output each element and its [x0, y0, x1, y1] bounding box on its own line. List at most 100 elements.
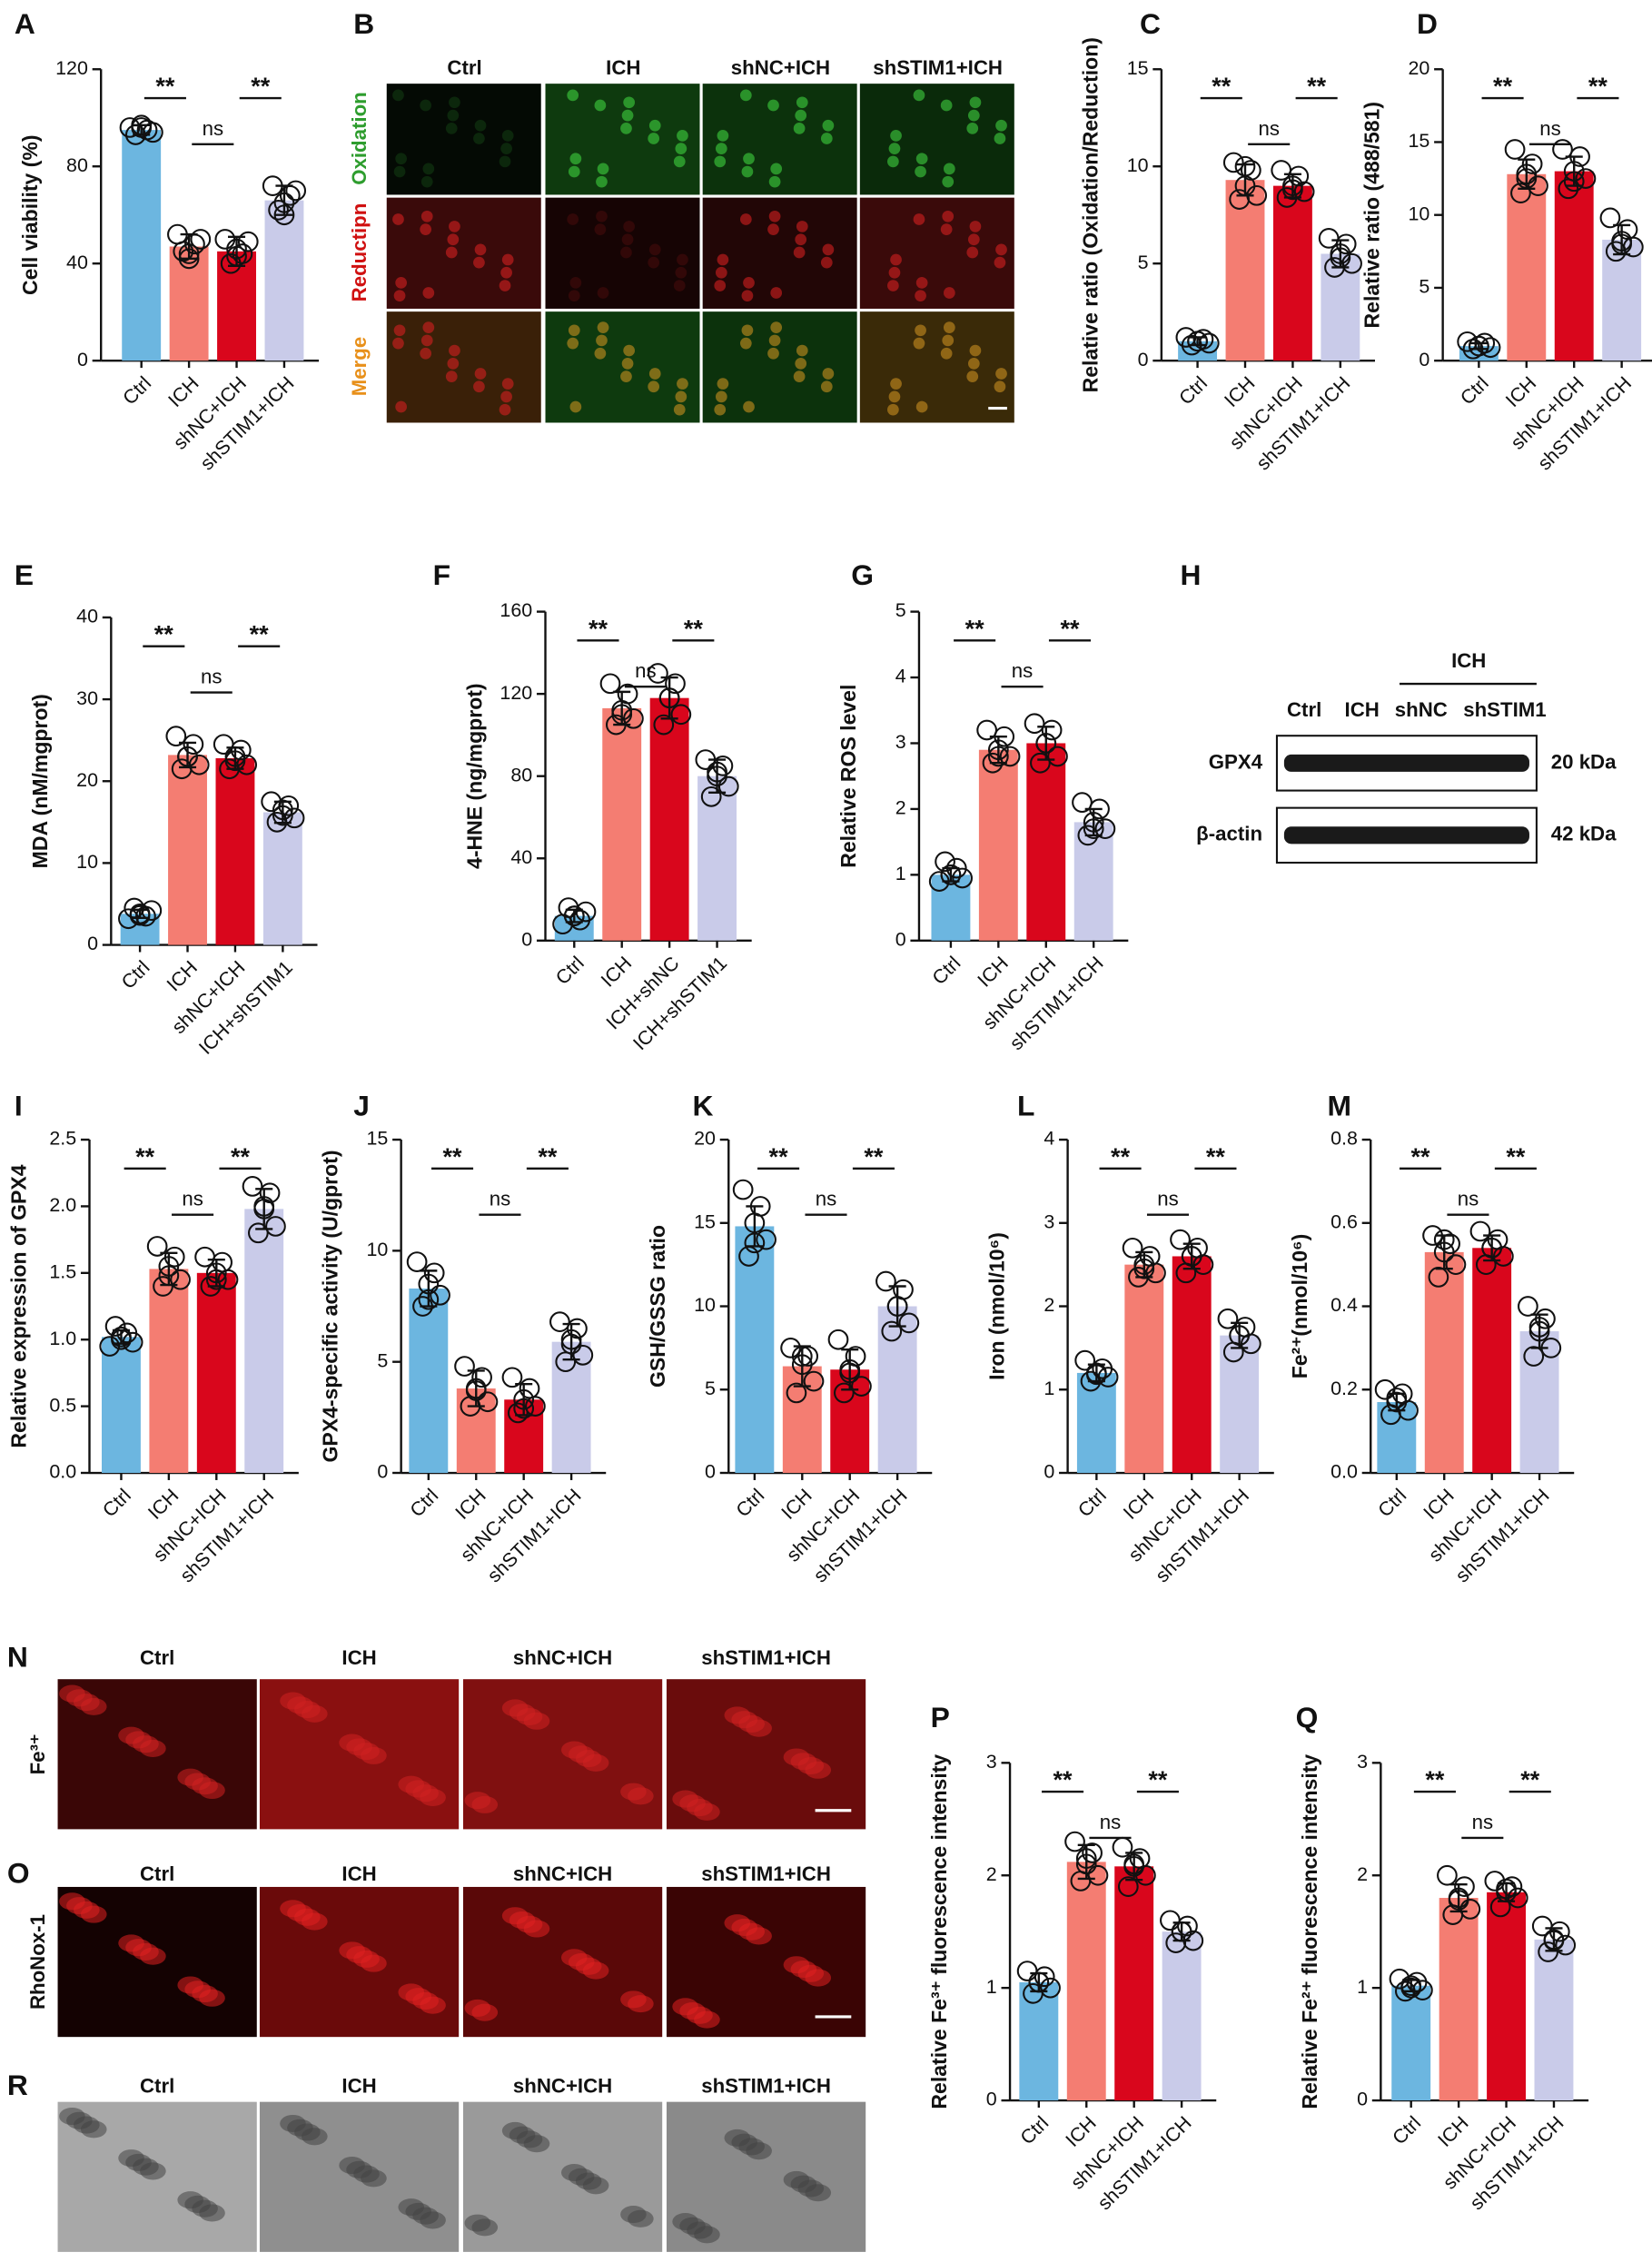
- y-axis-label: GPX4-specific activity (U/gprot): [318, 1150, 341, 1462]
- data-point: [881, 1320, 903, 1342]
- cell: [966, 246, 979, 259]
- cell: [915, 153, 928, 165]
- cell: [796, 96, 808, 109]
- cell: [648, 133, 660, 144]
- data-point: [262, 175, 283, 196]
- cell: [567, 213, 579, 225]
- significance-label: **: [538, 1143, 558, 1171]
- bar: [1472, 1248, 1512, 1474]
- data-point: [1047, 746, 1068, 767]
- data-point: [797, 1346, 819, 1367]
- data-point: [1177, 1915, 1198, 1937]
- cell: [648, 243, 661, 256]
- cell: [717, 129, 729, 142]
- data-point: [756, 1229, 777, 1250]
- cell: [473, 380, 485, 393]
- data-point: [1028, 1971, 1050, 1993]
- cell: [569, 277, 582, 289]
- data-point: [217, 1269, 239, 1290]
- y-tick-label: 0.0: [1331, 1461, 1358, 1483]
- data-point: [272, 805, 293, 826]
- data-point: [248, 1222, 269, 1244]
- cell: [714, 403, 727, 416]
- data-point: [190, 229, 212, 250]
- data-point: [572, 1344, 594, 1366]
- data-point: [1217, 1308, 1239, 1329]
- data-point: [477, 1391, 499, 1413]
- cell: [420, 223, 432, 235]
- cell: [942, 210, 955, 222]
- x-tick-label: Ctrl: [732, 1485, 769, 1522]
- cell: [673, 403, 686, 416]
- data-point: [1135, 1864, 1156, 1886]
- data-point: [170, 1269, 191, 1290]
- y-tick-label: 160: [500, 599, 532, 621]
- cell: [888, 390, 901, 403]
- data-point: [549, 1311, 570, 1333]
- data-point: [507, 1402, 529, 1424]
- data-point: [118, 908, 139, 930]
- panel-letter: Q: [1296, 1701, 1319, 1734]
- cell: [767, 223, 779, 235]
- data-point: [122, 1331, 143, 1353]
- cell: [995, 368, 1007, 380]
- data-point: [1083, 812, 1104, 833]
- x-tick-label: Ctrl: [1016, 2112, 1054, 2149]
- cell: [582, 1961, 609, 1980]
- cell: [449, 344, 460, 357]
- cell: [392, 89, 404, 102]
- data-point: [1082, 1842, 1103, 1863]
- y-tick-label: 120: [55, 57, 88, 79]
- bar: [1554, 171, 1594, 361]
- row-label: Reductipn: [348, 203, 371, 302]
- cell: [768, 210, 781, 222]
- significance-label: **: [1307, 73, 1327, 100]
- cell: [943, 287, 955, 299]
- significance-label: ns: [635, 659, 656, 682]
- panel-letter: O: [7, 1857, 30, 1890]
- data-point: [273, 192, 295, 213]
- cell: [767, 347, 779, 360]
- bar: [735, 1226, 775, 1474]
- micrograph: [386, 84, 541, 195]
- data-point: [1469, 1220, 1491, 1242]
- cell: [420, 2211, 446, 2229]
- data-point: [851, 1376, 872, 1397]
- cell: [523, 1712, 550, 1730]
- data-point: [1293, 181, 1315, 202]
- blot-band: [1283, 826, 1529, 845]
- y-tick-label: 2.5: [49, 1128, 76, 1150]
- data-point: [1454, 1876, 1475, 1897]
- data-point: [129, 904, 151, 926]
- data-point: [732, 1179, 754, 1200]
- row-label: Merge: [348, 337, 371, 397]
- data-point: [194, 1246, 215, 1268]
- cell: [746, 2142, 772, 2160]
- bar: [551, 1341, 591, 1474]
- blot-band: [1283, 754, 1529, 772]
- significance-label: **: [1060, 615, 1080, 642]
- data-point: [1563, 171, 1585, 193]
- x-tick-label: ICH: [974, 953, 1013, 992]
- data-point: [1469, 335, 1489, 357]
- x-tick-label: Ctrl: [1389, 2112, 1426, 2149]
- data-point: [279, 184, 301, 206]
- bar: [1424, 1251, 1464, 1474]
- data-point: [1112, 1836, 1133, 1858]
- significance-label: **: [1493, 73, 1513, 100]
- data-point: [1330, 247, 1351, 269]
- data-point: [1521, 153, 1543, 174]
- significance-label: **: [1212, 73, 1232, 100]
- data-point: [1599, 207, 1621, 229]
- cell: [770, 163, 783, 175]
- data-point: [563, 905, 585, 926]
- data-point: [268, 200, 289, 221]
- group-label: ICH: [1451, 649, 1486, 672]
- data-point: [1041, 719, 1063, 741]
- y-tick-label: 0: [521, 928, 532, 950]
- data-point: [1341, 252, 1362, 274]
- y-tick-label: 1: [895, 863, 906, 884]
- data-point: [1222, 152, 1244, 173]
- data-point: [791, 1346, 813, 1367]
- bar: [649, 697, 689, 941]
